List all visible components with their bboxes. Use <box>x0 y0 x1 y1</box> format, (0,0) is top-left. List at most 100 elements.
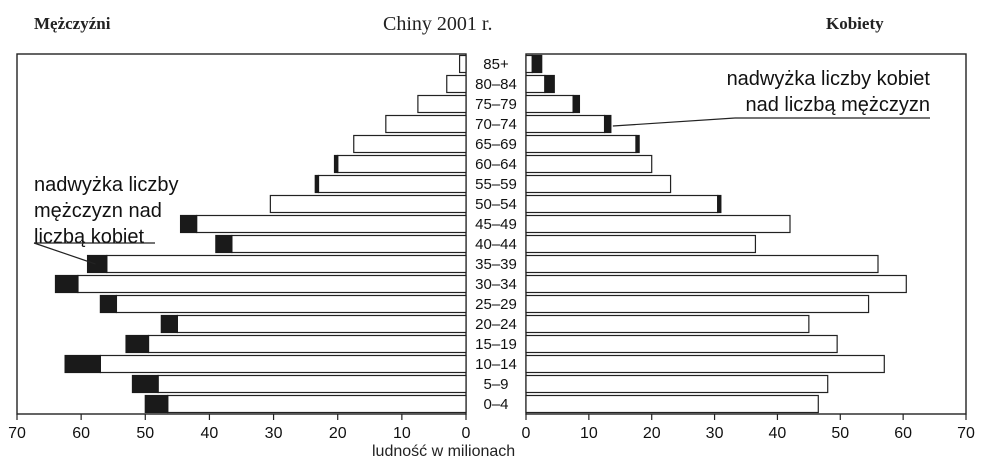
x-tick-label-left-70: 70 <box>8 425 26 442</box>
male-bar-85+ <box>458 54 467 74</box>
age-label-5–9: 5–9 <box>483 376 508 393</box>
chart-title: Chiny 2001 r. <box>383 13 493 35</box>
age-label-40–44: 40–44 <box>475 236 517 253</box>
male-bar-0–4 <box>167 394 467 414</box>
female-surplus-bar-75–79 <box>572 94 581 114</box>
x-tick-label-right-60: 60 <box>894 425 912 442</box>
x-tick-label-right-50: 50 <box>831 425 849 442</box>
x-tick-label-left-0: 0 <box>462 425 471 442</box>
female-bar-70–74 <box>525 114 606 134</box>
male-surplus-bar-5–9 <box>131 374 159 394</box>
male-surplus-bar-0–4 <box>144 394 169 414</box>
male-surplus-bar-45–49 <box>179 214 198 234</box>
female-bar-5–9 <box>525 374 829 394</box>
male-surplus-bar-10–14 <box>64 354 101 374</box>
male-surplus-bar-60–64 <box>333 154 339 174</box>
male-surplus-bar-30–34 <box>54 274 79 294</box>
female-panel-frame <box>525 53 967 415</box>
age-label-65–69: 65–69 <box>475 136 517 153</box>
female-bar-50–54 <box>525 194 719 214</box>
female-surplus-line-1: nadwyżka liczby kobiet <box>726 68 930 90</box>
male-bar-40–44 <box>231 234 467 254</box>
female-surplus-line-2: nad liczbą mężczyzn <box>745 94 930 116</box>
x-tick-label-right-70: 70 <box>957 425 975 442</box>
x-tick-label-left-40: 40 <box>201 425 219 442</box>
female-bar-65–69 <box>525 134 637 154</box>
female-bar-10–14 <box>525 354 885 374</box>
x-tick-label-right-20: 20 <box>643 425 661 442</box>
female-surplus-bar-50–54 <box>717 194 722 214</box>
male-surplus-bar-40–44 <box>215 234 233 254</box>
age-label-10–14: 10–14 <box>475 356 517 373</box>
male-surplus-bar-25–29 <box>99 294 118 314</box>
male-bar-15–19 <box>147 334 467 354</box>
age-label-25–29: 25–29 <box>475 296 517 313</box>
male-bar-10–14 <box>99 354 467 374</box>
age-label-0–4: 0–4 <box>483 396 508 413</box>
age-label-35–39: 35–39 <box>475 256 517 273</box>
x-tick-label-left-50: 50 <box>136 425 154 442</box>
male-surplus-bar-20–24 <box>160 314 178 334</box>
female-bar-55–59 <box>525 174 672 194</box>
male-bar-65–69 <box>353 134 467 154</box>
female-bar-60–64 <box>525 154 653 174</box>
male-surplus-bar-15–19 <box>125 334 150 354</box>
male-panel-frame <box>16 53 467 415</box>
x-tick-label-left-20: 20 <box>329 425 347 442</box>
age-label-50–54: 50–54 <box>475 196 517 213</box>
age-label-55–59: 55–59 <box>475 176 517 193</box>
female-surplus-note: nadwyżka liczby kobiet nad liczbą mężczy… <box>700 66 930 118</box>
age-label-70–74: 70–74 <box>475 116 517 133</box>
age-label-15–19: 15–19 <box>475 336 517 353</box>
x-tick-label-right-30: 30 <box>706 425 724 442</box>
right-panel-label: Kobiety <box>826 14 884 33</box>
male-bar-75–79 <box>417 94 467 114</box>
female-bar-85+ <box>525 54 533 74</box>
female-bar-30–34 <box>525 274 907 294</box>
female-bar-15–19 <box>525 334 838 354</box>
male-bar-5–9 <box>157 374 467 394</box>
age-label-85+: 85+ <box>483 56 509 73</box>
female-surplus-leader <box>612 117 736 127</box>
x-tick-label-right-0: 0 <box>522 425 531 442</box>
male-bar-70–74 <box>385 114 467 134</box>
male-bar-55–59 <box>317 174 467 194</box>
female-bar-35–39 <box>525 254 879 274</box>
x-tick-label-right-10: 10 <box>580 425 598 442</box>
male-surplus-bar-55–59 <box>314 174 320 194</box>
male-bar-60–64 <box>337 154 467 174</box>
age-label-80–84: 80–84 <box>475 76 517 93</box>
female-bar-20–24 <box>525 314 810 334</box>
male-surplus-leader <box>33 242 96 265</box>
male-bar-45–49 <box>196 214 467 234</box>
female-bar-40–44 <box>525 234 757 254</box>
male-bar-35–39 <box>106 254 467 274</box>
male-bar-80–84 <box>446 74 467 94</box>
age-label-45–49: 45–49 <box>475 216 517 233</box>
male-surplus-line-1: nadwyżka liczby <box>34 174 179 196</box>
age-label-30–34: 30–34 <box>475 276 517 293</box>
male-bar-25–29 <box>115 294 467 314</box>
male-bar-20–24 <box>176 314 467 334</box>
female-surplus-bar-80–84 <box>544 74 555 94</box>
x-tick-label-left-30: 30 <box>265 425 283 442</box>
female-bar-75–79 <box>525 94 574 114</box>
female-bar-25–29 <box>525 294 870 314</box>
male-bar-30–34 <box>77 274 467 294</box>
male-bar-50–54 <box>269 194 467 214</box>
age-label-60–64: 60–64 <box>475 156 517 173</box>
female-surplus-bar-65–69 <box>635 134 640 154</box>
male-surplus-line-2: mężczyzn nad <box>34 200 162 222</box>
female-bar-45–49 <box>525 214 791 234</box>
x-tick-label-left-60: 60 <box>72 425 90 442</box>
female-surplus-bar-85+ <box>531 54 543 74</box>
female-bar-80–84 <box>525 74 546 94</box>
x-tick-label-left-10: 10 <box>393 425 411 442</box>
age-label-20–24: 20–24 <box>475 316 517 333</box>
x-axis-label: ludność w milionach <box>372 443 516 460</box>
female-surplus-bar-70–74 <box>603 114 612 134</box>
x-tick-label-right-40: 40 <box>769 425 787 442</box>
age-label-75–79: 75–79 <box>475 96 517 113</box>
left-panel-label: Mężczyźni <box>34 14 111 33</box>
